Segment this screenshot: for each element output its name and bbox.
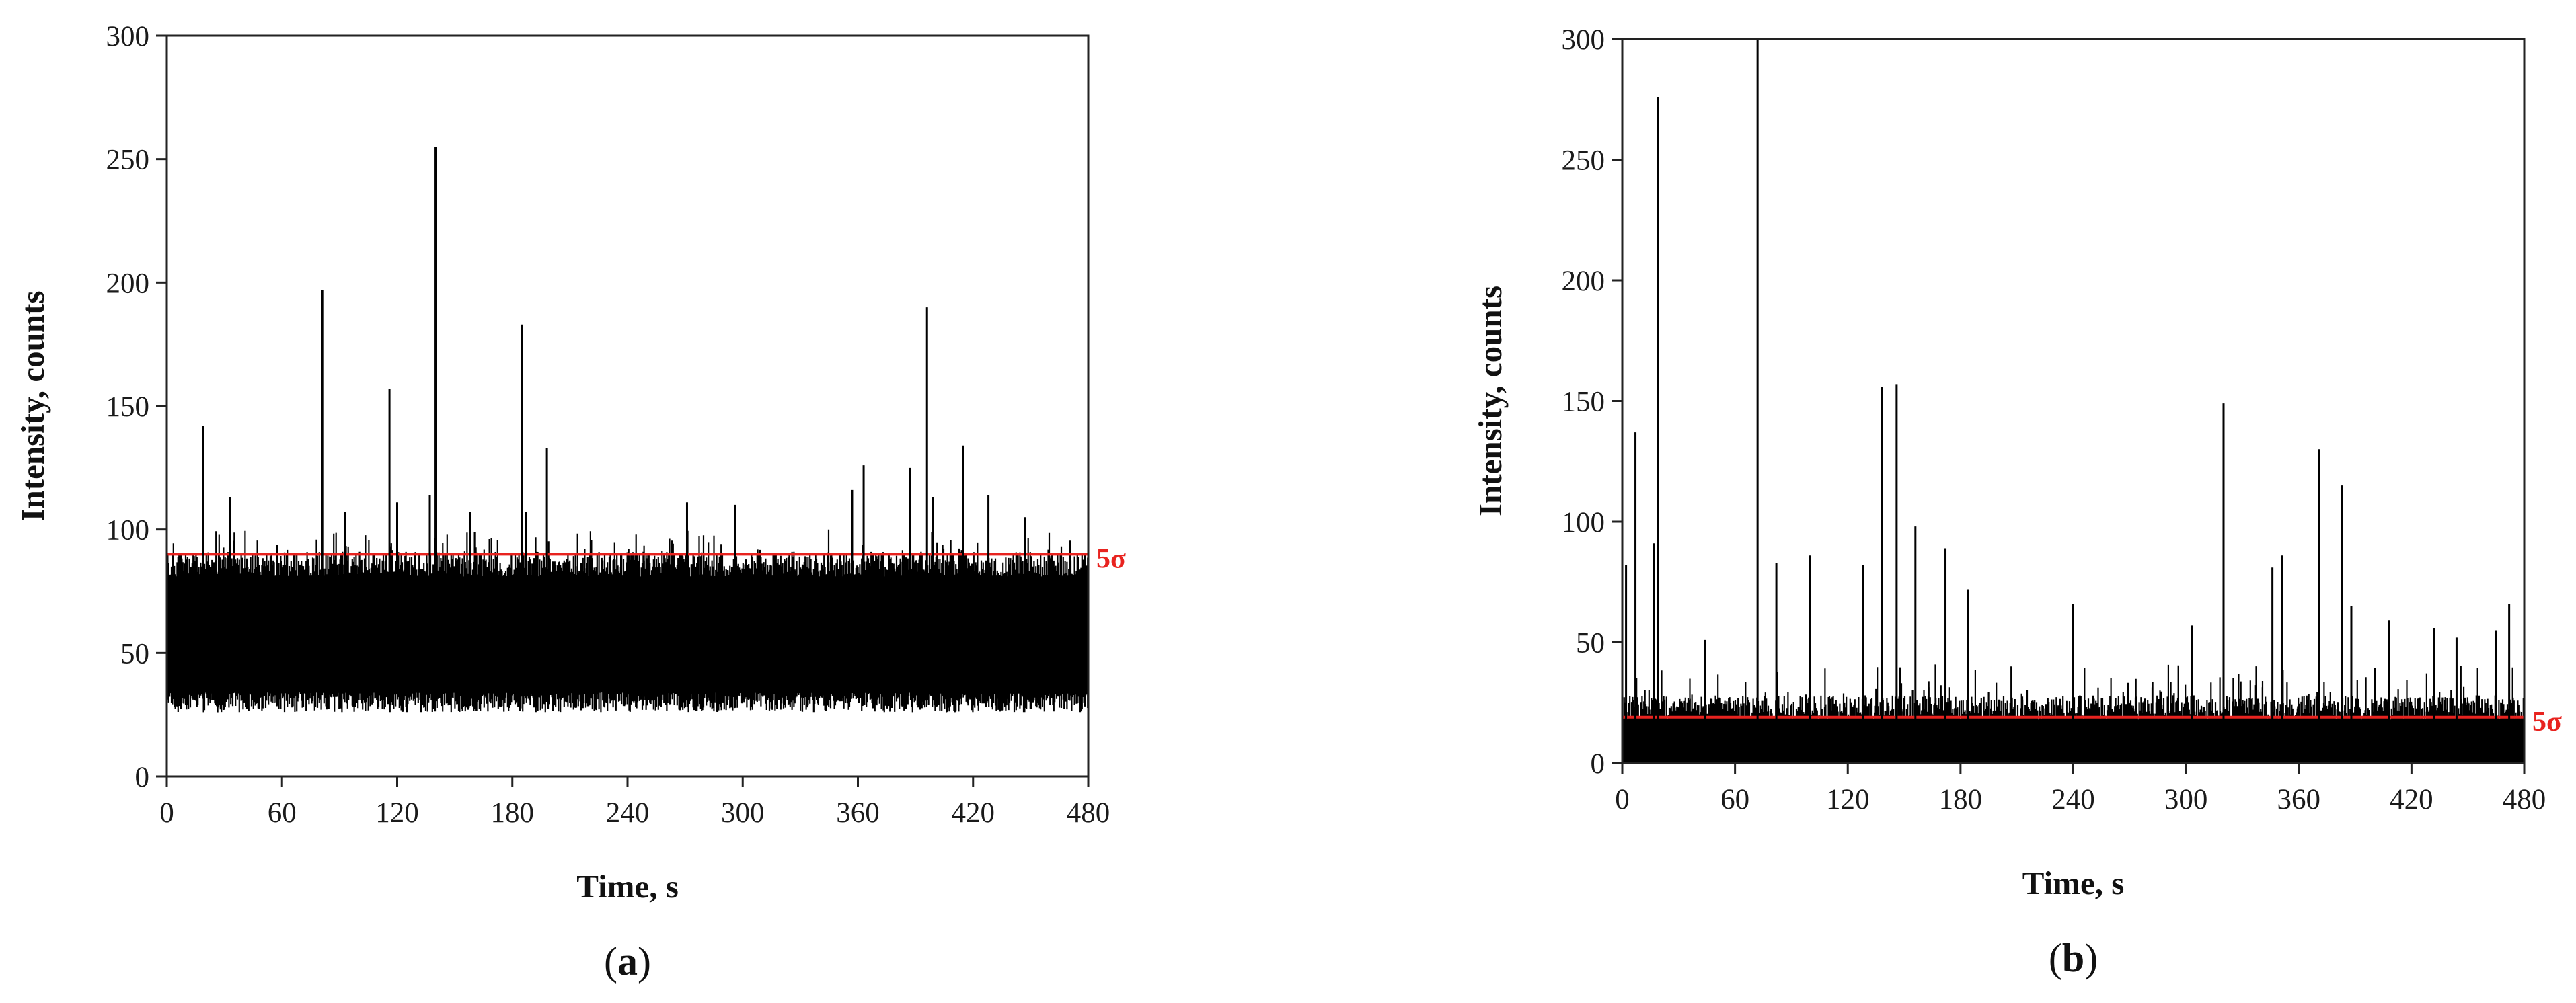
chart-b-y-tick-label: 100 xyxy=(1562,507,1605,538)
chart-b-y-tick-label: 250 xyxy=(1562,145,1605,177)
chart-b-y-axis-title: Intensity, counts xyxy=(1472,286,1509,516)
chart-a-y-tick-label: 150 xyxy=(106,391,150,423)
chart-b-x-tick-label: 360 xyxy=(2277,784,2321,815)
panel-label-close-paren: ) xyxy=(638,939,651,984)
chart-a-baseline-series xyxy=(165,529,1089,713)
panel-label-open-paren: ( xyxy=(2049,936,2062,980)
chart-a: 0 60 120 180 240 300 360 420 480 0 50 100 150 200 250 3… xyxy=(14,21,1126,984)
chart-a-x-tick-label: 180 xyxy=(491,797,535,829)
chart-b-x-axis-title: Time, s xyxy=(2022,865,2125,901)
chart-b-x-tick-label: 180 xyxy=(1939,784,1983,815)
chart-b-x-tick-label: 120 xyxy=(1826,784,1870,815)
chart-a-panel-label: (a) xyxy=(604,939,651,984)
chart-a-x-tick-label: 0 xyxy=(159,797,174,829)
chart-a-x-tick-label: 240 xyxy=(606,797,650,829)
chart-b-threshold-label: 5σ xyxy=(2532,707,2562,737)
chart-a-y-axis-title: Intensity, counts xyxy=(14,290,51,521)
chart-a-x-tick-label: 60 xyxy=(268,797,297,829)
chart-a-x-tick-label: 120 xyxy=(375,797,419,829)
chart-b-y-tick-label: 300 xyxy=(1562,24,1605,56)
chart-a-threshold-label: 5σ xyxy=(1096,543,1126,574)
chart-a-y-tick-label: 200 xyxy=(106,268,150,299)
chart-b-x-tick-label: 0 xyxy=(1615,784,1630,815)
chart-b-y-tick-label: 50 xyxy=(1576,628,1605,659)
chart-a-x-tick-label: 300 xyxy=(721,797,765,829)
chart-a-y-tick-label: 100 xyxy=(106,515,150,547)
chart-b-x-tick-label: 60 xyxy=(1720,784,1749,815)
panel-label-close-paren: ) xyxy=(2084,936,2098,980)
panel-label-letter: b xyxy=(2062,936,2084,980)
chart-b-panel-label: (b) xyxy=(2049,936,2098,980)
chart-b-y-tick-label: 200 xyxy=(1562,266,1605,297)
chart-a-y-tick-label: 0 xyxy=(135,762,150,793)
chart-b: 0 60 120 180 240 300 360 420 480 0 50 100 150 200 250 3… xyxy=(1472,24,2562,980)
panel-label-open-paren: ( xyxy=(604,939,617,984)
chart-a-y-tick-label: 250 xyxy=(106,145,150,176)
chart-b-x-tick-label: 300 xyxy=(2164,784,2208,815)
chart-a-y-tick-label: 300 xyxy=(106,21,150,52)
chart-b-x-tick-label: 420 xyxy=(2390,784,2433,815)
chart-a-y-tick-label: 50 xyxy=(120,638,149,670)
chart-a-x-tick-label: 360 xyxy=(836,797,880,829)
chart-b-y-tick-label: 150 xyxy=(1562,387,1605,418)
chart-b-x-tick-label: 240 xyxy=(2051,784,2095,815)
chart-b-x-tick-label: 480 xyxy=(2503,784,2546,815)
chart-a-x-tick-label: 480 xyxy=(1067,797,1110,829)
panel-label-letter: a xyxy=(617,939,638,984)
chart-a-x-axis-title: Time, s xyxy=(576,868,679,905)
chart-a-x-tick-label: 420 xyxy=(952,797,995,829)
chart-b-y-tick-label: 0 xyxy=(1591,748,1605,780)
